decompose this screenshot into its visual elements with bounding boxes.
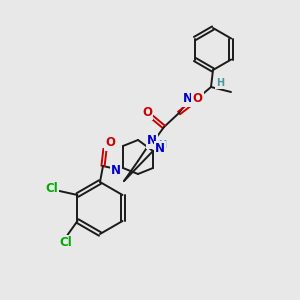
Text: N: N xyxy=(111,164,121,176)
Text: N: N xyxy=(155,142,165,155)
Text: O: O xyxy=(192,92,202,104)
Text: H: H xyxy=(216,78,224,88)
Text: H: H xyxy=(158,140,166,150)
Text: O: O xyxy=(142,106,152,118)
Text: NH: NH xyxy=(183,92,203,106)
Text: Cl: Cl xyxy=(59,236,72,250)
Text: Cl: Cl xyxy=(45,182,58,194)
Text: O: O xyxy=(105,136,115,149)
Text: N: N xyxy=(147,134,157,148)
